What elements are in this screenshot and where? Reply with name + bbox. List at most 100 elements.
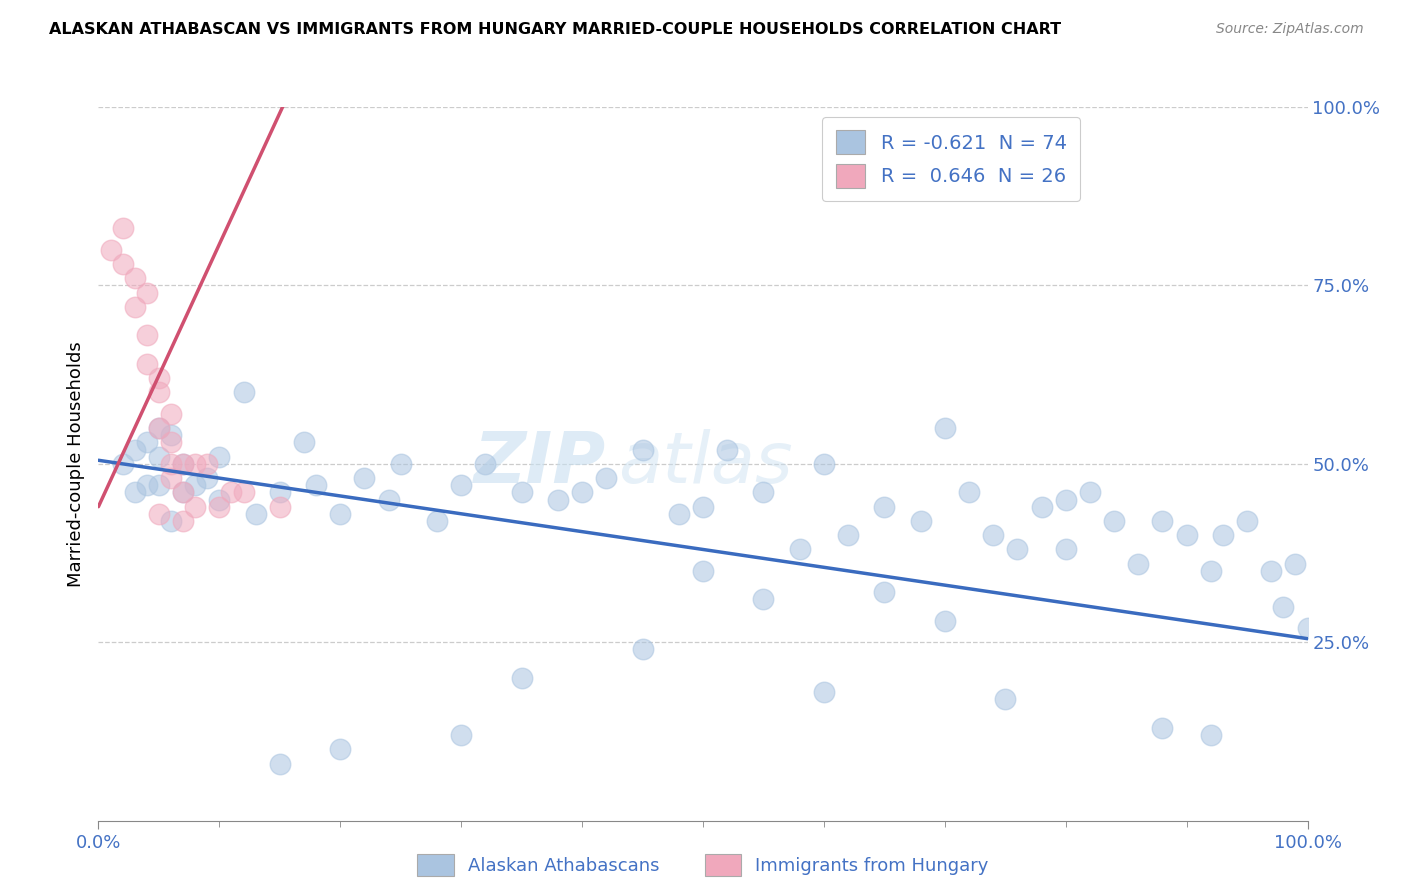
Point: [124, 271, 146, 285]
Point: [1284, 557, 1306, 571]
Point: [1152, 514, 1174, 528]
Point: [426, 514, 449, 528]
Point: [1199, 564, 1222, 578]
Point: [474, 457, 496, 471]
Point: [1054, 542, 1077, 557]
Point: [172, 514, 194, 528]
Point: [631, 642, 654, 657]
Point: [450, 478, 472, 492]
Point: [184, 457, 207, 471]
Point: [160, 428, 183, 442]
Point: [160, 457, 183, 471]
Point: [1212, 528, 1234, 542]
Legend: Alaskan Athabascans, Immigrants from Hungary: Alaskan Athabascans, Immigrants from Hun…: [411, 847, 995, 883]
Point: [692, 564, 714, 578]
Point: [813, 685, 835, 699]
Point: [450, 728, 472, 742]
Point: [571, 485, 593, 500]
Point: [1007, 542, 1029, 557]
Point: [692, 500, 714, 514]
Point: [135, 357, 157, 371]
Point: [160, 471, 183, 485]
Point: [716, 442, 738, 457]
Point: [269, 756, 291, 771]
Point: [910, 514, 932, 528]
Point: [934, 421, 956, 435]
Point: [837, 528, 859, 542]
Point: [1054, 492, 1077, 507]
Point: [292, 435, 315, 450]
Point: [148, 478, 170, 492]
Point: [245, 507, 267, 521]
Point: [135, 478, 157, 492]
Point: [221, 485, 243, 500]
Point: [353, 471, 375, 485]
Point: [873, 585, 896, 599]
Point: [172, 457, 194, 471]
Point: [752, 485, 775, 500]
Point: [1199, 728, 1222, 742]
Point: [994, 692, 1017, 706]
Text: ALASKAN ATHABASCAN VS IMMIGRANTS FROM HUNGARY MARRIED-COUPLE HOUSEHOLDS CORRELAT: ALASKAN ATHABASCAN VS IMMIGRANTS FROM HU…: [49, 22, 1062, 37]
Point: [668, 507, 690, 521]
Point: [873, 500, 896, 514]
Text: ZIP: ZIP: [474, 429, 606, 499]
Point: [269, 485, 291, 500]
Point: [547, 492, 569, 507]
Point: [1102, 514, 1125, 528]
Point: [100, 243, 122, 257]
Point: [184, 500, 207, 514]
Point: [595, 471, 617, 485]
Point: [135, 285, 157, 300]
Point: [111, 457, 134, 471]
Point: [389, 457, 412, 471]
Point: [195, 457, 218, 471]
Point: [305, 478, 328, 492]
Point: [329, 742, 352, 756]
Text: Source: ZipAtlas.com: Source: ZipAtlas.com: [1216, 22, 1364, 37]
Point: [111, 221, 134, 235]
Point: [934, 614, 956, 628]
Point: [148, 385, 170, 400]
Point: [148, 421, 170, 435]
Point: [124, 442, 146, 457]
Point: [232, 485, 254, 500]
Point: [208, 500, 231, 514]
Point: [148, 450, 170, 464]
Point: [148, 421, 170, 435]
Point: [232, 385, 254, 400]
Point: [377, 492, 399, 507]
Point: [208, 450, 231, 464]
Y-axis label: Married-couple Households: Married-couple Households: [66, 341, 84, 587]
Point: [1128, 557, 1150, 571]
Point: [195, 471, 218, 485]
Point: [1236, 514, 1258, 528]
Point: [184, 478, 207, 492]
Point: [160, 407, 183, 421]
Point: [111, 257, 134, 271]
Point: [1152, 721, 1174, 735]
Point: [124, 485, 146, 500]
Point: [1031, 500, 1053, 514]
Point: [1078, 485, 1101, 500]
Point: [135, 328, 157, 343]
Point: [1175, 528, 1198, 542]
Point: [752, 592, 775, 607]
Point: [1296, 621, 1319, 635]
Point: [172, 485, 194, 500]
Point: [813, 457, 835, 471]
Text: atlas: atlas: [619, 429, 793, 499]
Point: [160, 435, 183, 450]
Point: [1272, 599, 1295, 614]
Point: [208, 492, 231, 507]
Point: [1260, 564, 1282, 578]
Point: [269, 500, 291, 514]
Point: [148, 507, 170, 521]
Point: [160, 514, 183, 528]
Point: [789, 542, 811, 557]
Point: [148, 371, 170, 385]
Point: [510, 671, 533, 685]
Point: [172, 457, 194, 471]
Point: [135, 435, 157, 450]
Point: [981, 528, 1004, 542]
